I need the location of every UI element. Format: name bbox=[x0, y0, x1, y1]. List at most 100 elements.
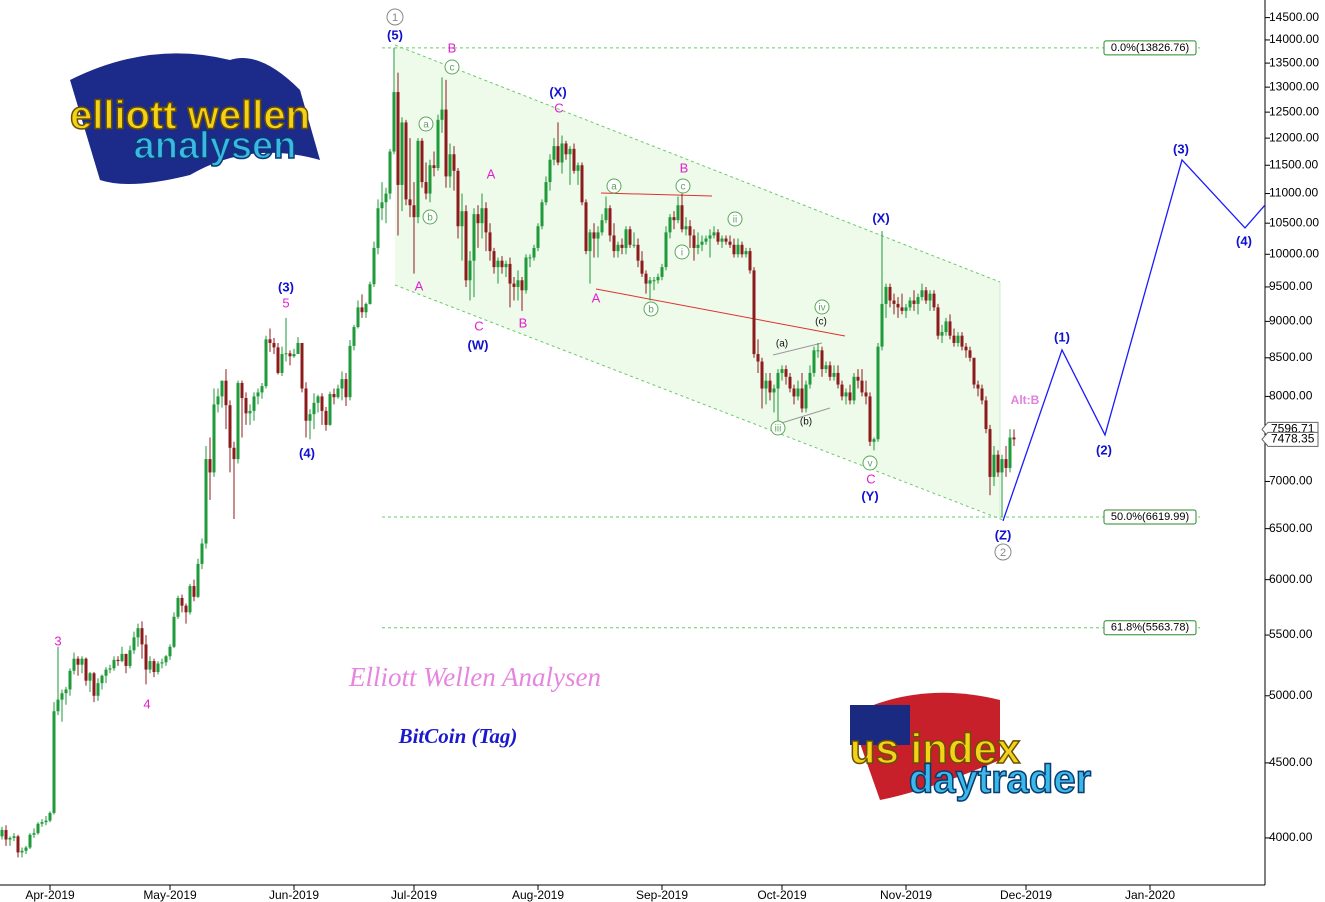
channel-bottom bbox=[394, 284, 1004, 521]
candle-body bbox=[160, 662, 164, 664]
trend-line bbox=[595, 288, 846, 337]
wave-label: A bbox=[592, 290, 601, 305]
candle-body bbox=[452, 154, 456, 171]
candle-body bbox=[600, 220, 604, 233]
trend-line bbox=[772, 342, 823, 356]
candle-body bbox=[256, 392, 260, 397]
candle-body bbox=[752, 270, 756, 355]
candle-body bbox=[80, 658, 84, 665]
candle-body bbox=[960, 335, 964, 347]
candle-body bbox=[580, 165, 584, 203]
candle-body bbox=[604, 208, 608, 221]
wave-label: a bbox=[423, 120, 429, 131]
candle-body bbox=[808, 372, 812, 385]
wave-label: C bbox=[474, 318, 483, 333]
candle-body bbox=[740, 244, 744, 255]
candle-body bbox=[544, 182, 548, 203]
x-tick-label: Jun-2019 bbox=[269, 888, 319, 902]
candle-body bbox=[76, 658, 80, 665]
candle-body bbox=[872, 439, 876, 442]
candle-body bbox=[500, 260, 504, 268]
candle-body bbox=[536, 226, 540, 248]
candle-body bbox=[200, 543, 204, 564]
candle-body bbox=[92, 673, 96, 696]
wave-circle bbox=[606, 178, 622, 194]
channel-top bbox=[394, 44, 1001, 283]
candle-body bbox=[984, 400, 988, 430]
y-tick-label: 11500.00 bbox=[1269, 157, 1318, 171]
candle-body bbox=[992, 454, 996, 477]
candle-body bbox=[476, 214, 480, 224]
candle-body bbox=[484, 208, 488, 233]
candle-body bbox=[384, 193, 388, 203]
wave-label: (2) bbox=[1096, 442, 1112, 457]
candle-body bbox=[568, 148, 572, 155]
candle-body bbox=[320, 396, 324, 411]
candle-body bbox=[20, 850, 24, 853]
candle-body bbox=[508, 263, 512, 284]
candle-body bbox=[940, 332, 944, 336]
candle-body bbox=[884, 286, 888, 304]
wave-label: 5 bbox=[282, 295, 289, 310]
candle-body bbox=[188, 586, 192, 613]
y-tick-label: 13000.00 bbox=[1269, 79, 1319, 93]
candle-body bbox=[396, 92, 400, 185]
candle-body bbox=[244, 397, 248, 414]
candle-body bbox=[120, 653, 124, 662]
candle-body bbox=[704, 238, 708, 242]
x-tick-label: Nov-2019 bbox=[880, 888, 932, 902]
candle-body bbox=[956, 335, 960, 343]
candle-body bbox=[528, 257, 532, 259]
logo-flag bbox=[850, 705, 910, 745]
candle-body bbox=[616, 244, 620, 252]
candle-body bbox=[72, 658, 76, 671]
candle-body bbox=[432, 165, 436, 169]
candle-body bbox=[660, 267, 664, 277]
candle-body bbox=[708, 235, 712, 239]
candle-body bbox=[764, 380, 768, 389]
y-tick-label: 7000.00 bbox=[1269, 474, 1313, 488]
candle-body bbox=[944, 321, 948, 333]
wave-circle bbox=[814, 299, 830, 315]
fib-label-box bbox=[1103, 620, 1197, 636]
candle-body bbox=[636, 244, 640, 261]
candle-body bbox=[280, 354, 284, 373]
trend-line bbox=[600, 192, 713, 197]
candle-body bbox=[472, 214, 476, 261]
candle-body bbox=[332, 394, 336, 398]
wave-circle bbox=[727, 211, 743, 227]
wave-label: (Z) bbox=[995, 527, 1012, 542]
candle-body bbox=[32, 833, 36, 835]
y-tick-label: 9500.00 bbox=[1269, 279, 1313, 293]
candle-body bbox=[408, 199, 412, 206]
candle-body bbox=[1008, 437, 1012, 468]
candle-body bbox=[576, 165, 580, 171]
candle-body bbox=[152, 661, 156, 673]
candle-body bbox=[496, 260, 500, 268]
candle-body bbox=[892, 300, 896, 304]
wave-label: b bbox=[648, 305, 654, 316]
candle-body bbox=[12, 836, 16, 838]
y-tick-label: 6500.00 bbox=[1269, 521, 1313, 535]
candle-body bbox=[516, 280, 520, 287]
candle-body bbox=[612, 235, 616, 252]
candle-body bbox=[836, 372, 840, 385]
candle-body bbox=[964, 346, 968, 351]
candle-body bbox=[276, 347, 280, 373]
wave-label: (c) bbox=[815, 317, 827, 328]
candle-body bbox=[116, 659, 120, 662]
candle-body bbox=[356, 307, 360, 328]
candle-body bbox=[84, 658, 88, 681]
candle-body bbox=[648, 280, 652, 284]
candle-body bbox=[284, 353, 288, 355]
logo-text: us index bbox=[850, 725, 1021, 772]
candle-body bbox=[176, 597, 180, 617]
candle-body bbox=[28, 834, 32, 848]
x-tick-label: Dec-2019 bbox=[1000, 888, 1052, 902]
candle-body bbox=[732, 244, 736, 255]
wave-label: 2 bbox=[1000, 547, 1006, 559]
candle-body bbox=[464, 211, 468, 281]
candle-body bbox=[688, 226, 692, 236]
candle-body bbox=[608, 208, 612, 236]
